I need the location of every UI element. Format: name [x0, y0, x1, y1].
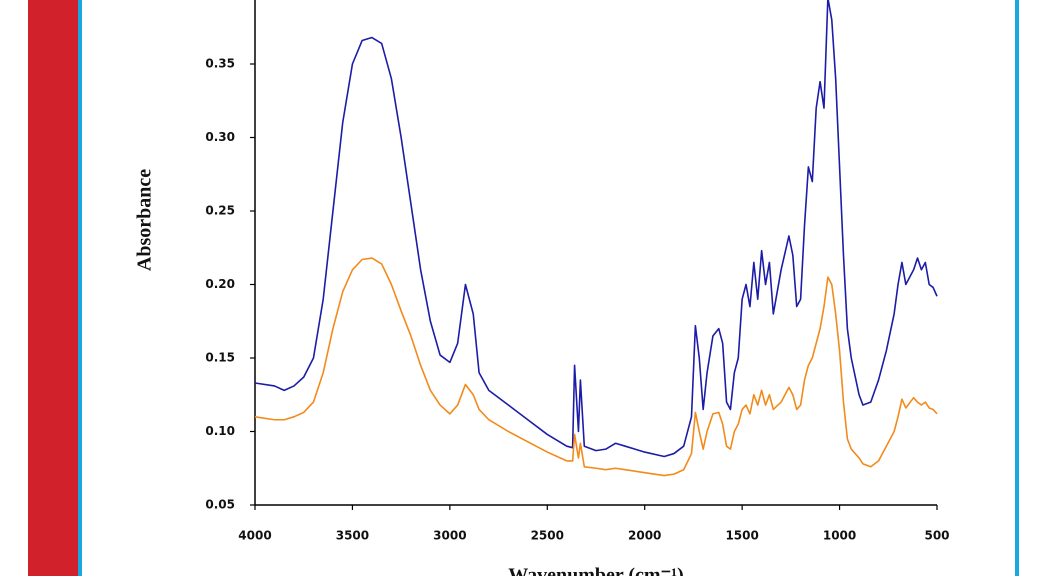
y-tick-label: 0.15: [205, 351, 235, 365]
x-tick-label: 2500: [531, 529, 564, 543]
y-tick-label: 0.30: [205, 130, 235, 144]
x-tick-label: 1500: [725, 529, 758, 543]
series-line: [254, 257, 938, 477]
x-tick-label: 2000: [628, 529, 661, 543]
y-tick-label: 0.25: [205, 204, 235, 218]
x-tick-label: 500: [924, 529, 949, 543]
y-axis-label: Absorbance: [134, 169, 156, 271]
x-axis-label: Wavenumber (cm⁻¹): [508, 565, 684, 576]
x-tick-label: 3000: [433, 529, 466, 543]
right-border: [1015, 0, 1019, 576]
red-band: [28, 0, 78, 576]
series-line: [254, 0, 938, 458]
left-border: [78, 0, 82, 576]
y-tick-label: 0.10: [205, 424, 235, 438]
y-tick-label: 0.05: [205, 498, 235, 512]
y-tick-label: 0.35: [205, 57, 235, 71]
x-tick-label: 3500: [336, 529, 369, 543]
y-tick-label: 0.20: [205, 277, 235, 291]
x-tick-label: 4000: [238, 529, 271, 543]
x-tick-label: 1000: [823, 529, 856, 543]
